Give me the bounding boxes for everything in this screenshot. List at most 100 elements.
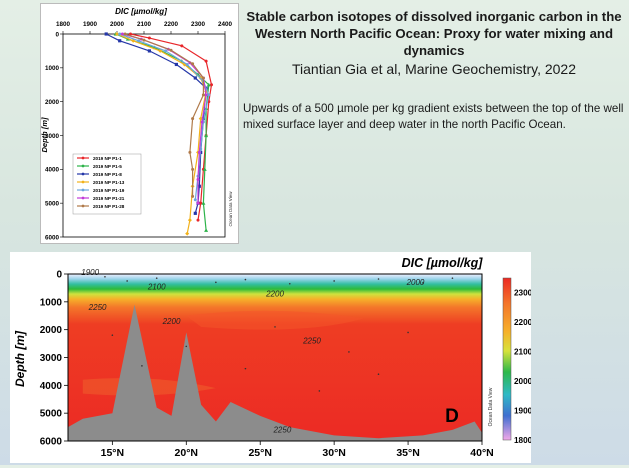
profile-data-point: [129, 32, 132, 36]
contour-label: 2250: [272, 426, 291, 435]
sample-point: [111, 334, 114, 337]
dic-section-chart: 1900 2100 2000 2200 2250 2200 2250 2250 15°N 20°N…: [10, 252, 533, 463]
legend-swatch-marker: [81, 204, 85, 208]
y-tick-label: 3000: [40, 353, 63, 364]
profile-data-point: [191, 194, 195, 198]
x-tick-label: 20°N: [175, 447, 198, 459]
profile-data-point: [196, 201, 200, 205]
dic-profile-chart: DIC [µmol/kg] 1800 1900 2000 2100 2200 2300 240…: [40, 3, 239, 244]
profile-legend-box: [72, 153, 142, 215]
x-tick-label: 2300: [191, 21, 206, 28]
profile-data-point: [118, 39, 122, 43]
colorbar-tick-label: 2200: [514, 318, 531, 327]
profile-data-point: [196, 177, 200, 181]
y-tick-label: 3000: [45, 133, 60, 140]
colorbar-tick-label: 2000: [514, 377, 531, 386]
profile-data-point: [197, 184, 201, 188]
seafloor-bathymetry: [68, 304, 482, 441]
profile-data-point: [204, 93, 208, 97]
y-tick-label: 0: [56, 270, 62, 281]
profile-data-point: [200, 120, 204, 124]
profile-data-point: [169, 48, 173, 52]
profile-data-point: [180, 44, 184, 48]
legend-entry: 2019 NP P1-5: [93, 164, 122, 169]
legend-swatch-marker: [81, 164, 85, 168]
section-orange-patch: [186, 310, 364, 330]
profile-data-point: [204, 59, 208, 63]
profile-series-line: [130, 33, 213, 221]
sample-point: [407, 331, 409, 334]
section-watermark: Ocean Data View: [488, 387, 494, 426]
legend-entry: 2019 NP P1-21: [93, 196, 125, 201]
legend-entry: 2019 NP P1-19: [93, 188, 125, 193]
sample-point: [422, 282, 424, 284]
x-tick-label: 35°N: [396, 447, 419, 459]
profile-data-point: [201, 201, 206, 205]
slide-citation: Tiantian Gia et al, Marine Geochemistry,…: [291, 61, 577, 77]
panel-letter: D: [445, 406, 459, 427]
legend-entry: 2019 NP P1-13: [93, 180, 125, 185]
profile-series-line: [124, 33, 204, 197]
profile-data-point: [137, 39, 141, 43]
profile-data-point: [185, 62, 189, 66]
legend-swatch-marker: [81, 180, 85, 184]
colorbar-tick-label: 1800: [514, 436, 531, 445]
x-tick-label: 25°N: [248, 447, 271, 459]
profile-data-point: [185, 231, 190, 236]
sample-point: [104, 275, 106, 278]
contour-label: 2000: [406, 278, 425, 287]
profile-data-point: [193, 211, 197, 215]
profile-data-point: [158, 48, 163, 53]
profile-data-point: [193, 198, 197, 202]
profile-watermark: Ocean Data View: [228, 191, 233, 227]
profile-data-point: [118, 32, 122, 36]
x-tick-label: 40°N: [470, 447, 493, 459]
dic-section-svg: 1900 2100 2000 2200 2250 2200 2250 2250 15°N 20°N…: [13, 256, 533, 459]
profile-data-point: [191, 167, 195, 171]
colorbar-tick-label: 2100: [514, 348, 531, 357]
profile-data-point: [199, 201, 203, 205]
sample-point: [244, 278, 247, 281]
section-y-axis-label: Depth [m]: [13, 330, 27, 387]
y-tick-label: 5000: [40, 409, 63, 420]
y-tick-label: 0: [55, 31, 59, 38]
profile-data-point: [210, 83, 213, 87]
legend-swatch-marker: [81, 188, 85, 192]
profile-data-point: [191, 117, 195, 121]
profile-data-point: [204, 133, 209, 138]
profile-data-point: [193, 76, 197, 80]
profile-data-point: [207, 93, 211, 97]
sample-point: [288, 282, 291, 285]
sample-point: [244, 367, 247, 370]
contour-label: 2250: [302, 337, 321, 346]
profile-data-point: [147, 36, 151, 40]
y-tick-label: 4000: [40, 381, 63, 392]
profile-data-point: [191, 62, 195, 66]
x-tick-label: 1900: [83, 21, 98, 28]
sample-point: [348, 351, 350, 353]
dic-profile-svg: DIC [µmol/kg] 1800 1900 2000 2100 2200 2300 240…: [40, 7, 233, 241]
profile-data-point: [202, 167, 207, 171]
profile-y-axis-label: Depth [m]: [41, 117, 49, 152]
y-tick-label: 4000: [45, 167, 60, 174]
colorbar: [502, 277, 512, 441]
legend-swatch-marker: [81, 156, 85, 160]
profile-data-point: [164, 49, 168, 53]
profile-data-point: [115, 32, 119, 36]
x-tick-label: 2100: [137, 21, 152, 28]
x-tick-label: 30°N: [322, 447, 345, 459]
profile-data-point: [197, 150, 201, 154]
profile-data-point: [201, 76, 205, 80]
contour-label: 2200: [162, 317, 181, 326]
profile-data-point: [187, 218, 192, 223]
slide-description: Upwards of a 500 µmole per kg gradient e…: [243, 102, 624, 131]
sample-point: [333, 280, 335, 282]
sample-point: [318, 390, 321, 392]
sample-point: [451, 277, 454, 279]
y-tick-label: 2000: [45, 99, 60, 106]
x-tick-label: 1800: [56, 21, 71, 28]
profile-data-point: [201, 93, 205, 97]
x-tick-label: 2400: [218, 21, 233, 28]
profile-data-point: [206, 82, 211, 87]
